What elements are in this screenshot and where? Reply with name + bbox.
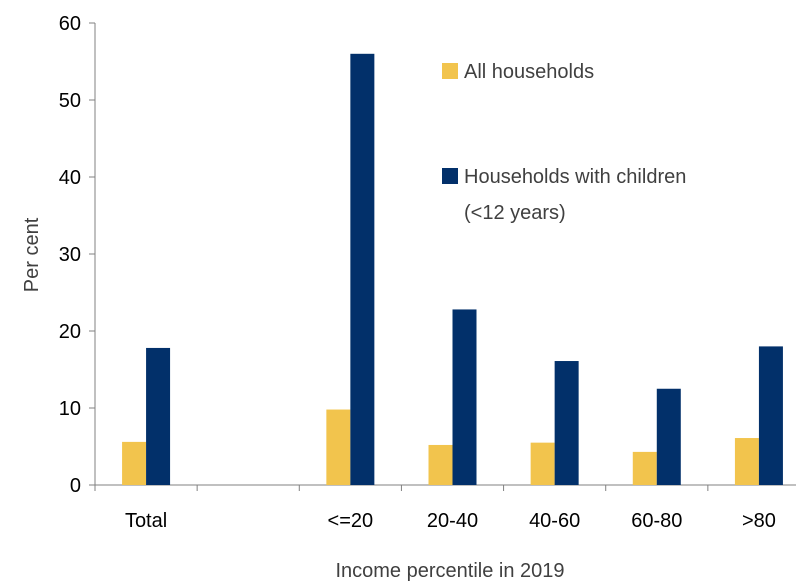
y-tick-label: 20	[59, 321, 81, 343]
bar-households-with-children	[452, 309, 477, 485]
bar-households-with-children	[554, 361, 579, 485]
x-tick-label: 40-60	[529, 510, 580, 532]
bars	[122, 53, 783, 486]
y-tick-label: 10	[59, 398, 81, 420]
x-tick-label: Total	[125, 510, 167, 532]
x-axis-title: Income percentile in 2019	[335, 560, 564, 582]
x-tick-label: <=20	[328, 510, 374, 532]
bar-all-households	[530, 442, 555, 485]
bar-all-households	[326, 409, 351, 485]
bar-all-households	[734, 438, 759, 485]
bar-households-with-children	[758, 346, 783, 485]
y-tick-label: 0	[70, 475, 81, 497]
y-axis-title: Per cent	[21, 217, 43, 292]
y-tick-label: 30	[59, 244, 81, 266]
legend-swatch	[442, 63, 458, 79]
legend-label: (<12 years)	[464, 202, 566, 224]
bar-all-households	[632, 451, 657, 485]
bar-households-with-children	[146, 347, 171, 485]
bar-households-with-children	[656, 388, 681, 485]
legend-label: All households	[464, 61, 594, 83]
bar-households-with-children	[350, 53, 375, 486]
bar-all-households	[428, 444, 453, 485]
legend-swatch	[442, 168, 458, 184]
y-tick-label: 50	[59, 90, 81, 112]
legend: All households Households with children (<…	[442, 61, 686, 224]
x-tick-label: 20-40	[427, 510, 478, 532]
y-axis: 0 10 20 30 40 50 60	[59, 13, 96, 497]
x-tick-label: 60-80	[631, 510, 682, 532]
legend-label: Households with children	[464, 166, 686, 188]
bar-all-households	[122, 441, 147, 485]
y-tick-label: 60	[59, 13, 81, 35]
y-tick-label: 40	[59, 167, 81, 189]
x-axis: Total <=20 20-40 40-60 60-80 >80	[94, 484, 796, 532]
x-tick-label: >80	[742, 510, 776, 532]
